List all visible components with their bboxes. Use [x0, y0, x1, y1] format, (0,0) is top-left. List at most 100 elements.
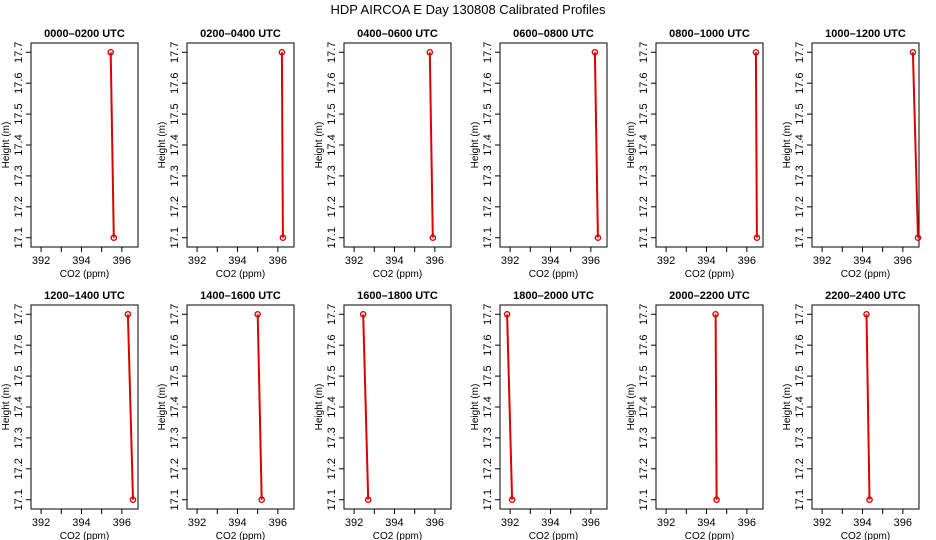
y-axis-label: Height (m) — [782, 384, 793, 431]
y-tick-label: 17.6 — [638, 72, 650, 93]
y-tick-label: 17.6 — [326, 334, 338, 355]
data-point-marker — [258, 496, 265, 504]
y-tick-label: 17.2 — [638, 196, 650, 217]
y-tick-label: 17.4 — [482, 396, 494, 417]
y-tick-label: 17.4 — [13, 134, 25, 155]
profile-line — [714, 314, 718, 500]
y-tick-label: 17.1 — [794, 489, 806, 510]
y-tick-label: 17.3 — [482, 427, 494, 448]
y-tick-label: 17.4 — [794, 134, 806, 155]
y-axis-label: Height (m) — [314, 384, 325, 431]
x-axis-label: CO2 (ppm) — [529, 269, 578, 280]
y-tick-label: 17.2 — [482, 196, 494, 217]
profile-line — [593, 52, 599, 238]
y-tick-label: 17.7 — [13, 304, 25, 325]
y-tick-label: 17.7 — [638, 304, 650, 325]
x-tick-label: 392 — [188, 255, 206, 267]
y-tick-label: 17.2 — [13, 196, 25, 217]
y-tick-label: 17.3 — [169, 165, 181, 186]
figure-title: HDP AIRCOA E Day 130808 Calibrated Profi… — [330, 2, 606, 17]
data-point-marker — [279, 234, 287, 242]
y-tick-label: 17.3 — [638, 427, 650, 448]
y-axis-label: Height (m) — [782, 122, 793, 169]
panel-title: 1000–1200 UTC — [825, 28, 906, 40]
x-tick-label: 396 — [738, 517, 756, 529]
x-axis-label: CO2 (ppm) — [685, 269, 734, 280]
x-tick-label: 392 — [32, 517, 50, 529]
x-tick-label: 394 — [541, 517, 559, 529]
y-tick-label: 17.7 — [638, 42, 650, 63]
profile-panel: 0000–0200 UTC 392 394 396 17.1 17.2 17.3 17.4 17… — [1, 28, 139, 280]
y-tick-label: 17.2 — [13, 458, 25, 479]
x-axis-label: CO2 (ppm) — [841, 531, 890, 540]
plot-frame — [811, 304, 920, 510]
y-tick-label: 17.5 — [482, 365, 494, 386]
y-tick-label: 17.2 — [794, 458, 806, 479]
y-tick-label: 17.3 — [638, 165, 650, 186]
profile-panel: 0800–1000 UTC 392 394 396 17.1 17.2 17.3 17.4 17… — [626, 28, 764, 280]
y-tick-label: 17.5 — [794, 365, 806, 386]
y-tick-label: 17.5 — [638, 365, 650, 386]
x-axis-label: CO2 (ppm) — [373, 269, 422, 280]
y-tick-label: 17.2 — [794, 196, 806, 217]
data-point-marker — [712, 310, 719, 318]
y-tick-label: 17.6 — [638, 334, 650, 355]
y-tick-label: 17.1 — [13, 227, 25, 248]
y-tick-label: 17.5 — [638, 103, 650, 124]
profile-line — [754, 52, 758, 238]
panel-title: 0600–0800 UTC — [513, 28, 594, 40]
data-point-marker — [124, 310, 132, 318]
y-tick-label: 17.5 — [13, 365, 25, 386]
profile-panel: 1000–1200 UTC 392 394 396 17.1 17.2 17.3 17.4 17… — [782, 28, 922, 280]
x-tick-label: 392 — [501, 517, 519, 529]
y-axis-label: Height (m) — [157, 384, 168, 431]
y-tick-label: 17.1 — [638, 489, 650, 510]
x-tick-label: 394 — [228, 255, 246, 267]
x-tick-label: 396 — [113, 255, 131, 267]
y-tick-label: 17.7 — [326, 304, 338, 325]
y-tick-label: 17.6 — [794, 334, 806, 355]
data-point-marker — [129, 496, 137, 504]
panel-title: 0800–1000 UTC — [669, 28, 750, 40]
x-tick-label: 394 — [541, 255, 559, 267]
data-point-marker — [753, 234, 761, 242]
profile-panel: 1400–1600 UTC 392 394 396 17.1 17.2 17.3 17.4 17… — [157, 290, 295, 540]
data-point-marker — [866, 496, 873, 504]
x-tick-label: 392 — [501, 255, 519, 267]
y-tick-label: 17.2 — [638, 458, 650, 479]
y-tick-label: 17.7 — [482, 42, 494, 63]
data-point-marker — [503, 310, 511, 318]
x-tick-label: 396 — [738, 255, 756, 267]
y-tick-label: 17.3 — [482, 165, 494, 186]
y-tick-label: 17.4 — [169, 134, 181, 155]
x-tick-label: 392 — [657, 517, 675, 529]
profile-line — [865, 314, 871, 500]
y-tick-label: 17.5 — [482, 103, 494, 124]
x-tick-label: 394 — [853, 517, 871, 529]
y-tick-label: 17.2 — [169, 196, 181, 217]
x-tick-label: 396 — [894, 255, 912, 267]
profile-line — [126, 314, 134, 500]
x-tick-label: 396 — [426, 255, 444, 267]
y-tick-label: 17.6 — [482, 334, 494, 355]
x-axis-label: CO2 (ppm) — [685, 531, 734, 540]
plot-frame — [186, 304, 295, 510]
y-tick-label: 17.7 — [326, 42, 338, 63]
x-axis-label: CO2 (ppm) — [373, 531, 422, 540]
profile-panel: 1200–1400 UTC 392 394 396 17.1 17.2 17.3 17.4 17… — [1, 290, 139, 540]
x-axis-label: CO2 (ppm) — [60, 531, 109, 540]
y-tick-label: 17.3 — [169, 427, 181, 448]
panel-title: 2200–2400 UTC — [825, 290, 906, 302]
plot-frame — [343, 304, 452, 510]
profile-line — [109, 52, 115, 238]
y-tick-label: 17.3 — [13, 165, 25, 186]
data-point-marker — [863, 310, 870, 318]
plot-frame — [811, 42, 920, 248]
panel-title: 1800–2000 UTC — [513, 290, 594, 302]
data-point-marker — [909, 48, 917, 56]
profile-line — [362, 314, 370, 500]
x-tick-label: 392 — [345, 255, 363, 267]
y-tick-label: 17.2 — [482, 458, 494, 479]
data-point-marker — [426, 48, 434, 56]
y-tick-label: 17.6 — [482, 72, 494, 93]
